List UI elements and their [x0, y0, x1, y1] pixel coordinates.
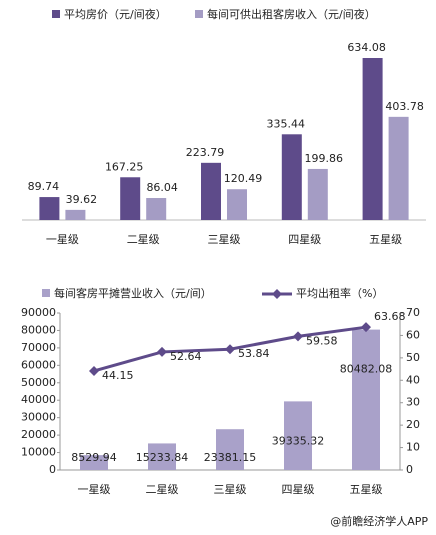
- legend-label: 每间可供出租客房收入（元/间夜）: [207, 7, 376, 21]
- x-tick-label: 二星级: [146, 483, 179, 496]
- legend-swatch: [42, 289, 50, 297]
- y-tick-label: 30000: [21, 411, 56, 424]
- x-tick-label: 五星级: [350, 483, 383, 496]
- y2-tick-label: 60: [406, 328, 420, 341]
- value-label: 52.64: [170, 350, 202, 363]
- value-label: 39.62: [66, 193, 98, 206]
- x-tick-label: 一星级: [78, 483, 111, 496]
- bar: [80, 455, 108, 470]
- value-label: 59.58: [306, 334, 338, 347]
- bar: [120, 177, 141, 220]
- value-label: 23381.15: [204, 451, 257, 464]
- bar: [65, 209, 86, 220]
- line-marker: [89, 365, 99, 376]
- legend-swatch: [52, 10, 60, 18]
- bar: [146, 198, 167, 220]
- y-tick-label: 90000: [21, 306, 56, 319]
- bar: [39, 197, 60, 220]
- legend-label: 每间客房平摊营业收入（元/间）: [54, 286, 212, 300]
- value-label: 167.25: [105, 160, 144, 173]
- y-tick-label: 80000: [21, 323, 56, 336]
- x-tick-label: 三星级: [208, 233, 241, 246]
- bar: [352, 329, 380, 470]
- y2-tick-label: 0: [406, 463, 413, 476]
- value-label: 89.74: [28, 180, 60, 193]
- y-tick-label: 10000: [21, 446, 56, 459]
- value-label: 86.04: [146, 181, 178, 194]
- value-label: 44.15: [102, 369, 134, 382]
- bar: [362, 58, 383, 220]
- value-label: 63.68: [374, 310, 406, 323]
- bar: [307, 168, 328, 220]
- y2-tick-label: 50: [406, 351, 420, 364]
- y-tick-label: 20000: [21, 428, 56, 441]
- value-label: 8529.94: [71, 451, 117, 464]
- legend-label: 平均出租率（%）: [296, 286, 383, 300]
- source: @前瞻经济学人APP: [330, 514, 428, 528]
- x-tick-label: 四星级: [288, 233, 321, 246]
- value-label: 223.79: [186, 146, 225, 159]
- x-tick-label: 一星级: [46, 233, 79, 246]
- line-marker: [293, 331, 303, 342]
- value-label: 15233.84: [136, 451, 189, 464]
- bar: [201, 162, 221, 220]
- y-tick-label: 60000: [21, 358, 56, 371]
- bar: [281, 134, 302, 220]
- y2-tick-label: 10: [406, 441, 420, 454]
- x-tick-label: 三星级: [214, 483, 247, 496]
- y-tick-label: 0: [49, 463, 56, 476]
- legend-label: 平均房价（元/间夜）: [64, 7, 167, 21]
- y-tick-label: 70000: [21, 341, 56, 354]
- value-label: 335.44: [267, 117, 306, 130]
- legend-swatch: [195, 10, 203, 18]
- y2-tick-label: 70: [406, 306, 420, 319]
- value-label: 634.08: [347, 41, 386, 54]
- value-label: 39335.32: [272, 434, 325, 447]
- y2-tick-label: 20: [406, 418, 420, 431]
- y-tick-label: 40000: [21, 393, 56, 406]
- value-label: 199.86: [305, 152, 344, 165]
- x-tick-label: 二星级: [127, 233, 160, 246]
- line-marker: [225, 344, 235, 355]
- bar: [148, 443, 176, 470]
- x-tick-label: 五星级: [369, 233, 402, 246]
- y-tick-label: 50000: [21, 376, 56, 389]
- y2-tick-label: 40: [406, 373, 420, 386]
- bar: [388, 116, 409, 220]
- value-label: 80482.08: [340, 363, 393, 376]
- legend-marker: [272, 289, 282, 299]
- bar: [227, 189, 247, 220]
- bar: [216, 429, 244, 470]
- bar: [284, 401, 312, 470]
- y2-tick-label: 30: [406, 396, 420, 409]
- line-marker: [157, 346, 167, 357]
- line-marker: [361, 322, 371, 333]
- value-label: 120.49: [224, 172, 263, 185]
- value-label: 403.78: [385, 100, 424, 113]
- x-tick-label: 四星级: [282, 483, 315, 496]
- value-label: 53.84: [238, 347, 270, 360]
